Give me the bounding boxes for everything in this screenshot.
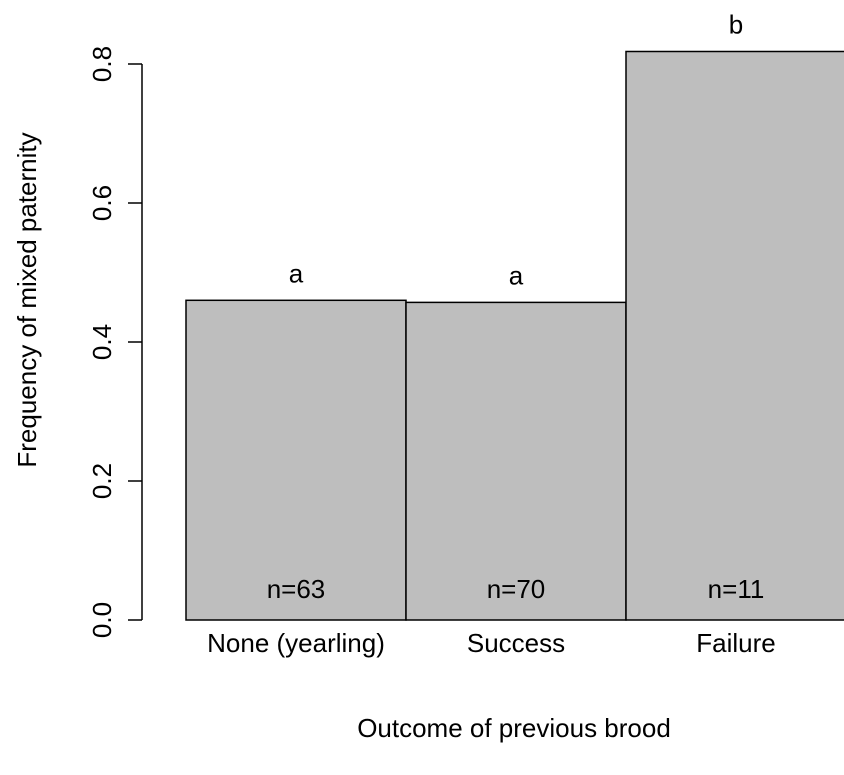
x-tick-label: None (yearling)	[207, 628, 385, 658]
bars	[185, 50, 844, 621]
significance-letters: a a b	[289, 9, 743, 290]
y-tick-label: 0.2	[87, 463, 117, 499]
x-tick-label: Success	[467, 628, 565, 658]
bar-1	[405, 301, 627, 621]
y-tick-label: 0.0	[87, 602, 117, 638]
y-axis-title: Frequency of mixed paternity	[12, 132, 42, 467]
significance-letter: a	[289, 258, 304, 288]
sample-size-label: n=11	[708, 574, 765, 604]
y-tick-label: 0.6	[87, 185, 117, 221]
significance-letter: b	[729, 9, 743, 39]
y-tick-label: 0.4	[87, 324, 117, 360]
x-axis-title: Outcome of previous brood	[357, 713, 671, 743]
sample-size-labels: n=63 n=70 n=11	[267, 574, 765, 604]
sample-size-label: n=63	[267, 574, 326, 604]
significance-letter: a	[509, 260, 524, 290]
bar-2	[625, 50, 844, 621]
y-axis: 0.0 0.2 0.4 0.6 0.8	[87, 46, 143, 638]
x-axis-labels: None (yearling) Success Failure	[207, 628, 776, 658]
bar-0	[185, 299, 407, 621]
x-tick-label: Failure	[696, 628, 775, 658]
y-tick-label: 0.8	[87, 46, 117, 82]
sample-size-label: n=70	[487, 574, 546, 604]
